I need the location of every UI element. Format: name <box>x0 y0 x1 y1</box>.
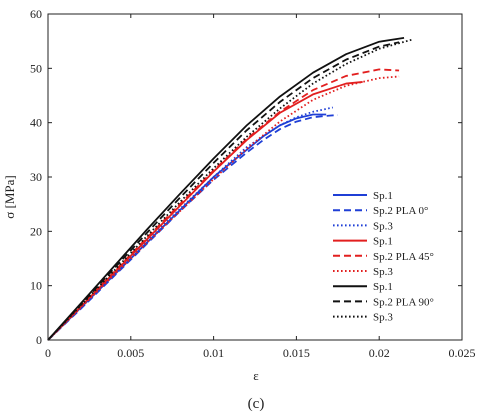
y-tick-label: 0 <box>36 333 42 347</box>
series-line-7 <box>47 37 405 341</box>
series-layer <box>47 37 413 341</box>
legend-label: Sp.1 <box>373 190 393 202</box>
x-tick-label: 0.01 <box>203 346 224 360</box>
series-line-5 <box>47 68 400 341</box>
x-tick-label: 0.025 <box>449 346 476 360</box>
series-line-3 <box>47 106 334 341</box>
legend-label: Sp.2 PLA 0° <box>373 205 428 217</box>
legend-label: Sp.3 <box>373 220 393 232</box>
series-line-9 <box>47 38 413 341</box>
legend-label: Sp.2 PLA 90° <box>373 296 434 308</box>
x-axis-label: ε <box>253 368 259 383</box>
y-tick-label: 40 <box>30 116 42 130</box>
y-tick-label: 50 <box>30 61 42 75</box>
legend-label: Sp.3 <box>373 312 393 324</box>
plot-background <box>48 14 462 340</box>
y-tick-label: 10 <box>30 279 42 293</box>
legend-label: Sp.2 PLA 45° <box>373 251 434 263</box>
x-tick-label: 0.015 <box>283 346 310 360</box>
y-tick-label: 60 <box>30 7 42 21</box>
y-tick-label: 30 <box>30 170 42 184</box>
legend: Sp.1 Sp.2 PLA 0° Sp.3 Sp.1 Sp.2 PLA 45° Sp.3 S… <box>333 190 434 324</box>
y-tick-label: 20 <box>30 224 42 238</box>
legend-label: Sp.3 <box>373 266 393 278</box>
axes-layer: 0 0.005 0.01 0.015 0.02 0.025 0 10 20 30 40 50 60 <box>30 7 476 360</box>
y-axis-label: σ [MPa] <box>2 175 17 218</box>
x-tick-label: 0 <box>45 346 51 360</box>
x-tick-label: 0.02 <box>369 346 390 360</box>
x-tick-label: 0.005 <box>117 346 144 360</box>
series-line-8 <box>47 41 400 341</box>
plot-area <box>48 14 462 340</box>
figure-caption: (c) <box>248 396 265 412</box>
legend-label: Sp.1 <box>373 281 393 293</box>
legend-label: Sp.1 <box>373 236 393 248</box>
series-line-6 <box>47 75 400 341</box>
